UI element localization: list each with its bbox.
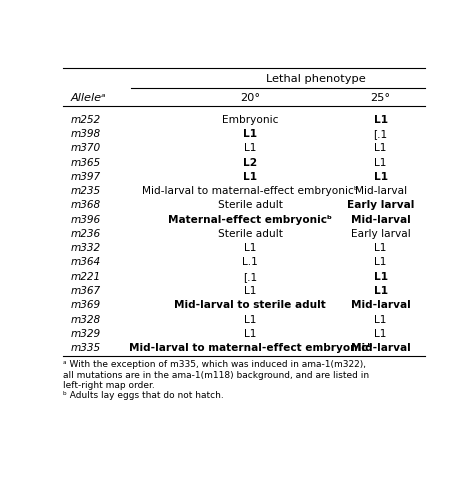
Text: m365: m365	[70, 157, 100, 168]
Text: L1: L1	[374, 157, 387, 168]
Text: L1: L1	[243, 172, 257, 182]
Text: Mid-larval to maternal-effect embryonicᵇ: Mid-larval to maternal-effect embryonicᵇ	[128, 343, 372, 353]
Text: Early larval: Early larval	[347, 200, 414, 210]
Text: L1: L1	[244, 286, 256, 296]
Text: L1: L1	[374, 243, 387, 253]
Text: L.1: L.1	[242, 258, 258, 267]
Text: m369: m369	[70, 300, 100, 310]
Text: m396: m396	[70, 215, 100, 225]
Text: m397: m397	[70, 172, 100, 182]
Text: Embryonic: Embryonic	[222, 115, 279, 125]
Text: L1: L1	[374, 314, 387, 325]
Text: m329: m329	[70, 329, 100, 339]
Text: L1: L1	[374, 115, 388, 125]
Text: L1: L1	[374, 329, 387, 339]
Text: m332: m332	[70, 243, 100, 253]
Text: L1: L1	[374, 258, 387, 267]
Text: Mid-larval to sterile adult: Mid-larval to sterile adult	[174, 300, 326, 310]
Text: Mid-larval: Mid-larval	[351, 343, 410, 353]
Text: [.1: [.1	[243, 272, 257, 282]
Text: Mid-larval to maternal-effect embryonicᵇ: Mid-larval to maternal-effect embryonicᵇ	[142, 186, 358, 196]
Text: ᵇ Adults lay eggs that do not hatch.: ᵇ Adults lay eggs that do not hatch.	[63, 391, 224, 400]
Text: L1: L1	[374, 172, 388, 182]
Text: Mid-larval: Mid-larval	[351, 300, 410, 310]
Text: Alleleᵃ: Alleleᵃ	[70, 93, 106, 103]
Text: Early larval: Early larval	[351, 229, 410, 239]
Text: Mid-larval: Mid-larval	[355, 186, 407, 196]
Text: m364: m364	[70, 258, 100, 267]
Text: L1: L1	[244, 314, 256, 325]
Text: m328: m328	[70, 314, 100, 325]
Text: L2: L2	[243, 157, 257, 168]
Text: ᵃ With the exception of m335, which was induced in ama-1(m322),
all mutations ar: ᵃ With the exception of m335, which was …	[63, 360, 369, 390]
Text: 20°: 20°	[240, 93, 260, 103]
Text: Sterile adult: Sterile adult	[218, 229, 283, 239]
Text: L1: L1	[244, 329, 256, 339]
Text: L1: L1	[244, 243, 256, 253]
Text: Sterile adult: Sterile adult	[218, 200, 283, 210]
Text: L1: L1	[374, 272, 388, 282]
Text: Maternal-effect embryonicᵇ: Maternal-effect embryonicᵇ	[168, 215, 332, 225]
Text: m235: m235	[70, 186, 100, 196]
Text: L1: L1	[244, 143, 256, 154]
Text: m221: m221	[70, 272, 100, 282]
Text: m335: m335	[70, 343, 100, 353]
Text: L1: L1	[374, 286, 388, 296]
Text: 25°: 25°	[371, 93, 391, 103]
Text: L1: L1	[374, 143, 387, 154]
Text: m398: m398	[70, 129, 100, 139]
Text: m367: m367	[70, 286, 100, 296]
Text: L1: L1	[243, 129, 257, 139]
Text: [.1: [.1	[374, 129, 388, 139]
Text: m368: m368	[70, 200, 100, 210]
Text: Mid-larval: Mid-larval	[351, 215, 410, 225]
Text: m252: m252	[70, 115, 100, 125]
Text: m236: m236	[70, 229, 100, 239]
Text: m370: m370	[70, 143, 100, 154]
Text: Lethal phenotype: Lethal phenotype	[265, 74, 365, 85]
